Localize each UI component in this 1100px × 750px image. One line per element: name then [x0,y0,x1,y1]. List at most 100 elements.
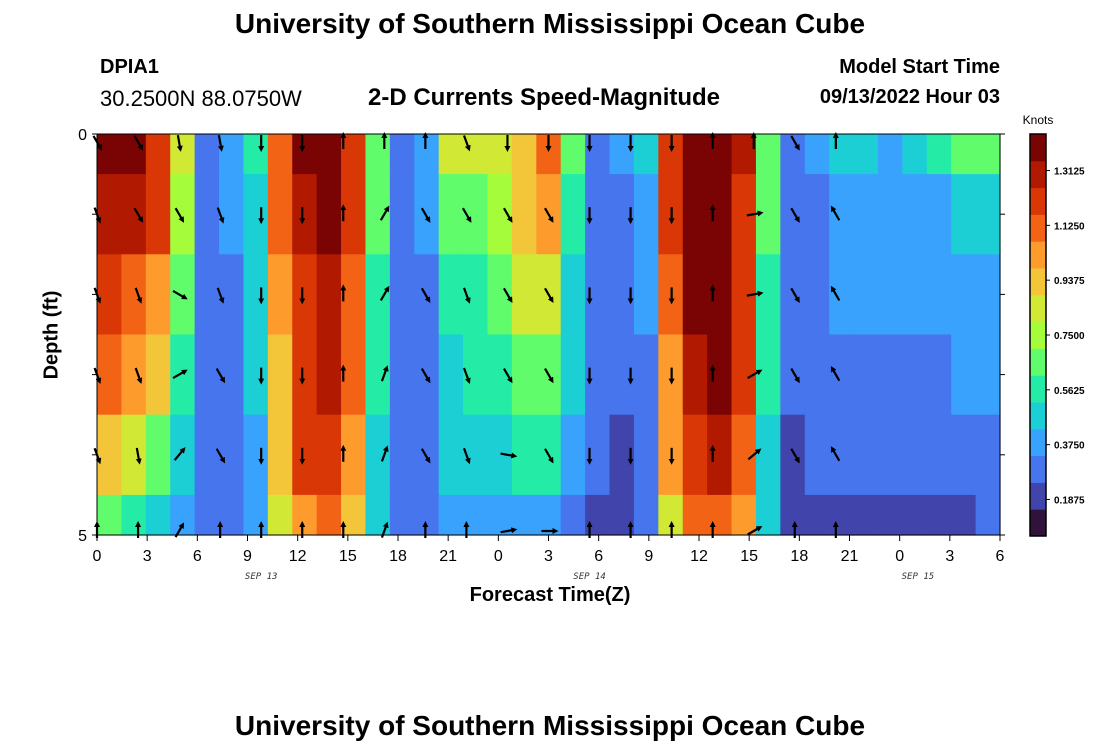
current-arrow [461,207,472,223]
heatmap-cell [414,134,440,175]
current-arrow [133,207,144,223]
heatmap-cell [682,414,708,496]
heatmap-cell [755,414,781,496]
heatmap-cell [292,494,318,536]
x-tick-label: 6 [193,548,202,565]
current-arrow [747,448,762,461]
heatmap-cell [511,494,537,536]
current-arrow [172,369,188,380]
heatmap-cell [877,254,903,336]
model-start-label: Model Start Time [839,56,1000,78]
colorbar-tick-label: 0.3750 [1054,441,1085,452]
current-arrow [830,365,841,382]
colorbar-swatch [1030,509,1046,537]
x-tick-label: 6 [996,548,1005,565]
x-tick-label: 12 [690,548,708,565]
heatmap-cell [780,494,806,536]
heatmap-cell [292,334,318,416]
x-tick-label: 18 [389,548,407,565]
x-tick-label: 3 [945,548,954,565]
x-tick-label: 3 [143,548,152,565]
heatmap-cell [292,134,318,175]
colorbar-tick-label: 0.9375 [1054,276,1085,287]
heatmap-cell [926,414,952,496]
y-axis-label: Depth (ft) [40,290,63,380]
heatmap-cell [829,134,855,175]
heatmap-cell [341,174,367,255]
current-arrow [747,525,763,536]
heatmap-cell [389,414,415,496]
x-tick-label: 0 [93,548,102,565]
heatmap-cell [145,494,171,536]
heatmap-cell [804,494,830,536]
heatmap-cell [243,134,269,175]
heatmap-cell [438,254,464,336]
colorbar-swatch [1030,187,1046,215]
heatmap-cell [267,414,293,496]
heatmap-cell [829,414,855,496]
x-tick-label: 18 [790,548,808,565]
heatmap-cell [975,414,1001,496]
current-arrow [216,287,225,304]
heatmap-cell [121,414,147,496]
x-tick-label: 6 [594,548,603,565]
current-arrow [217,134,224,152]
heatmap-cell [780,174,806,255]
heatmap-cell [877,334,903,416]
heatmap-cell [926,254,952,336]
current-arrow [420,448,431,464]
heatmap-cell [219,414,245,496]
heatmap-cell [780,334,806,416]
current-arrow [790,207,800,223]
colorbar-swatch [1030,428,1046,457]
heatmap-cell [438,134,464,175]
heatmap-cell [951,134,977,175]
footer-title: University of Southern Mississippi Ocean… [234,710,866,741]
heatmap-cell [755,494,781,536]
heatmap-cell [975,494,1001,536]
current-arrow [544,287,554,304]
heatmap-cell [853,494,879,536]
heatmap-cell [219,254,245,336]
current-arrow [790,448,800,464]
current-arrow [215,448,226,464]
colorbar-swatch [1030,241,1046,269]
current-arrow [176,134,183,152]
heatmap-cell [755,134,781,175]
x-tick-label: 0 [895,548,904,565]
heatmap-cell [267,174,293,255]
heatmap-cell [97,174,123,255]
current-arrow [379,285,390,302]
heatmap-cell [97,254,123,336]
heatmap-cell [365,414,391,496]
colorbar-swatch [1030,375,1046,403]
colorbar-tick-label: 0.1875 [1054,495,1085,506]
heatmap-cell [170,414,196,496]
heatmap-cell [829,494,855,536]
heatmap-cell [365,134,391,175]
heatmap-cell [731,134,757,175]
colorbar-tick-label: 0.7500 [1054,331,1085,342]
heatmap-cell [902,134,928,175]
heatmap-cell [121,254,147,336]
heatmap-cell [97,334,123,416]
heatmap-cell [804,254,830,336]
heatmap-cell [707,494,733,536]
heatmap-cell [707,174,733,255]
heatmap-cell [267,334,293,416]
heatmap-cell [341,254,367,336]
heatmap-cell [243,414,269,496]
y-tick-label: 0 [78,127,87,144]
heatmap-cell [877,174,903,255]
current-arrow [134,287,143,304]
current-arrow [133,135,144,151]
heatmap-cell [316,414,342,496]
heatmap-cell [975,254,1001,336]
x-tick-label: 12 [289,548,307,565]
current-arrow [173,447,186,461]
colorbar-swatch [1030,134,1046,162]
heatmap-cell [682,174,708,255]
heatmap-cell [316,254,342,336]
heatmap-cell [926,134,952,175]
